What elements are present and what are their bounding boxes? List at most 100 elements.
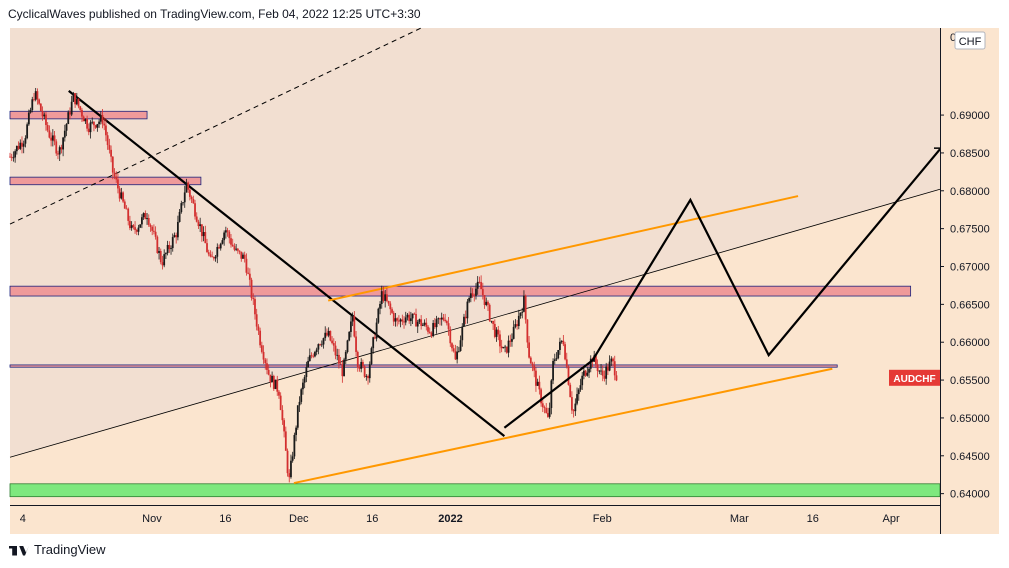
candle-body-312 — [543, 407, 546, 409]
price-tick-label-3: 0.67500 — [950, 224, 990, 236]
candle-body-238 — [416, 321, 419, 327]
candle-body-19 — [41, 111, 44, 117]
price-axis[interactable] — [940, 28, 999, 534]
price-tick-label-1: 0.68500 — [950, 148, 990, 160]
candle-body-346 — [601, 370, 604, 376]
candle-body-15 — [34, 91, 37, 100]
candle-body-97 — [175, 235, 178, 238]
candle-body-52 — [98, 121, 100, 125]
candle-body-49 — [93, 121, 95, 126]
candle-body-181 — [319, 344, 321, 345]
candle-body-162 — [286, 450, 289, 474]
currency-badge-box — [954, 31, 986, 50]
candle-body-73 — [134, 227, 136, 230]
candle-body-185 — [326, 332, 328, 336]
candle-body-303 — [528, 342, 530, 358]
candle-body-196 — [344, 352, 347, 360]
candle-body-295 — [514, 324, 517, 327]
zones-layer — [9, 110, 941, 498]
trendlines-layer — [9, 27, 941, 485]
candle-body-160 — [283, 420, 286, 432]
candle-body-273 — [476, 281, 479, 289]
candle-body-279 — [487, 301, 489, 305]
candle-body-338 — [588, 368, 590, 373]
candle-body-37 — [72, 93, 75, 102]
candle-body-241 — [421, 324, 424, 326]
candle-body-141 — [250, 279, 253, 298]
candle-body-236 — [413, 313, 416, 315]
candle-body-8 — [22, 143, 25, 147]
candle-body-151 — [267, 369, 270, 375]
candle-body-152 — [269, 374, 272, 383]
candle-body-138 — [245, 258, 248, 273]
candle-body-190 — [334, 345, 337, 356]
candle-body-3 — [14, 151, 17, 158]
candle-body-284 — [495, 329, 498, 337]
candle-body-64 — [118, 188, 121, 199]
trendline-3 — [9, 188, 941, 458]
candle-body-298 — [519, 312, 522, 316]
candle-body-261 — [456, 351, 459, 360]
zone-supply-0 — [9, 110, 148, 120]
candle-body-310 — [540, 389, 542, 404]
candle-body-182 — [320, 344, 323, 346]
candle-body-172 — [303, 377, 306, 383]
trendline-4 — [9, 27, 422, 225]
candle-body-59 — [110, 149, 112, 157]
tradingview-brand[interactable]: TradingView — [8, 542, 106, 557]
candle-body-85 — [154, 231, 157, 237]
candle-body-276 — [481, 289, 484, 296]
candle-body-264 — [461, 326, 464, 341]
candle-body-167 — [295, 427, 297, 435]
candle-body-9 — [24, 138, 27, 144]
candle-body-116 — [207, 252, 210, 255]
candle-body-128 — [228, 231, 231, 239]
time-axis[interactable] — [10, 505, 940, 534]
candle-body-352 — [612, 358, 614, 362]
candle-body-146 — [259, 330, 262, 346]
candle-body-113 — [202, 232, 205, 237]
candle-body-102 — [183, 192, 186, 203]
candle-body-252 — [440, 317, 443, 320]
candle-body-12 — [29, 109, 32, 113]
candle-body-127 — [226, 230, 229, 232]
candle-body-282 — [492, 320, 495, 324]
candle-body-193 — [339, 363, 342, 365]
candle-body-331 — [576, 394, 578, 404]
candle-body-63 — [117, 179, 119, 189]
candle-body-104 — [187, 182, 190, 190]
candle-body-11 — [27, 112, 30, 125]
candle-body-55 — [103, 123, 106, 126]
candle-body-144 — [255, 314, 258, 327]
price-tick-label-5: 0.66500 — [950, 299, 990, 311]
candle-body-283 — [493, 323, 496, 337]
candle-body-137 — [243, 254, 246, 259]
candle-body-349 — [606, 366, 609, 371]
currency-badge[interactable]: CHF — [954, 31, 986, 50]
candle-body-223 — [391, 309, 393, 313]
candle-body-110 — [197, 221, 200, 227]
candle-body-140 — [248, 273, 251, 280]
candle-body-60 — [111, 156, 114, 173]
candle-body-134 — [238, 250, 241, 252]
candle-body-345 — [600, 370, 602, 372]
candle-body-76 — [139, 224, 142, 228]
candle-body-70 — [129, 220, 131, 229]
candle-body-269 — [469, 293, 472, 299]
candle-body-142 — [252, 297, 255, 300]
candle-body-150 — [266, 363, 268, 370]
candle-body-148 — [262, 351, 265, 360]
time-tick-label-4: 16 — [366, 513, 378, 525]
candle-body-111 — [199, 224, 202, 227]
candle-body-318 — [553, 359, 556, 361]
candle-body-239 — [418, 319, 421, 322]
zone-resistance-2 — [9, 285, 912, 297]
candle-body-281 — [490, 320, 493, 322]
candle-body-237 — [415, 314, 417, 327]
time-tick-label-0: 4 — [20, 513, 26, 525]
candle-body-272 — [475, 288, 477, 296]
candle-body-16 — [36, 91, 39, 100]
candle-body-271 — [473, 295, 476, 297]
price-tick-label-4: 0.67000 — [950, 262, 990, 274]
